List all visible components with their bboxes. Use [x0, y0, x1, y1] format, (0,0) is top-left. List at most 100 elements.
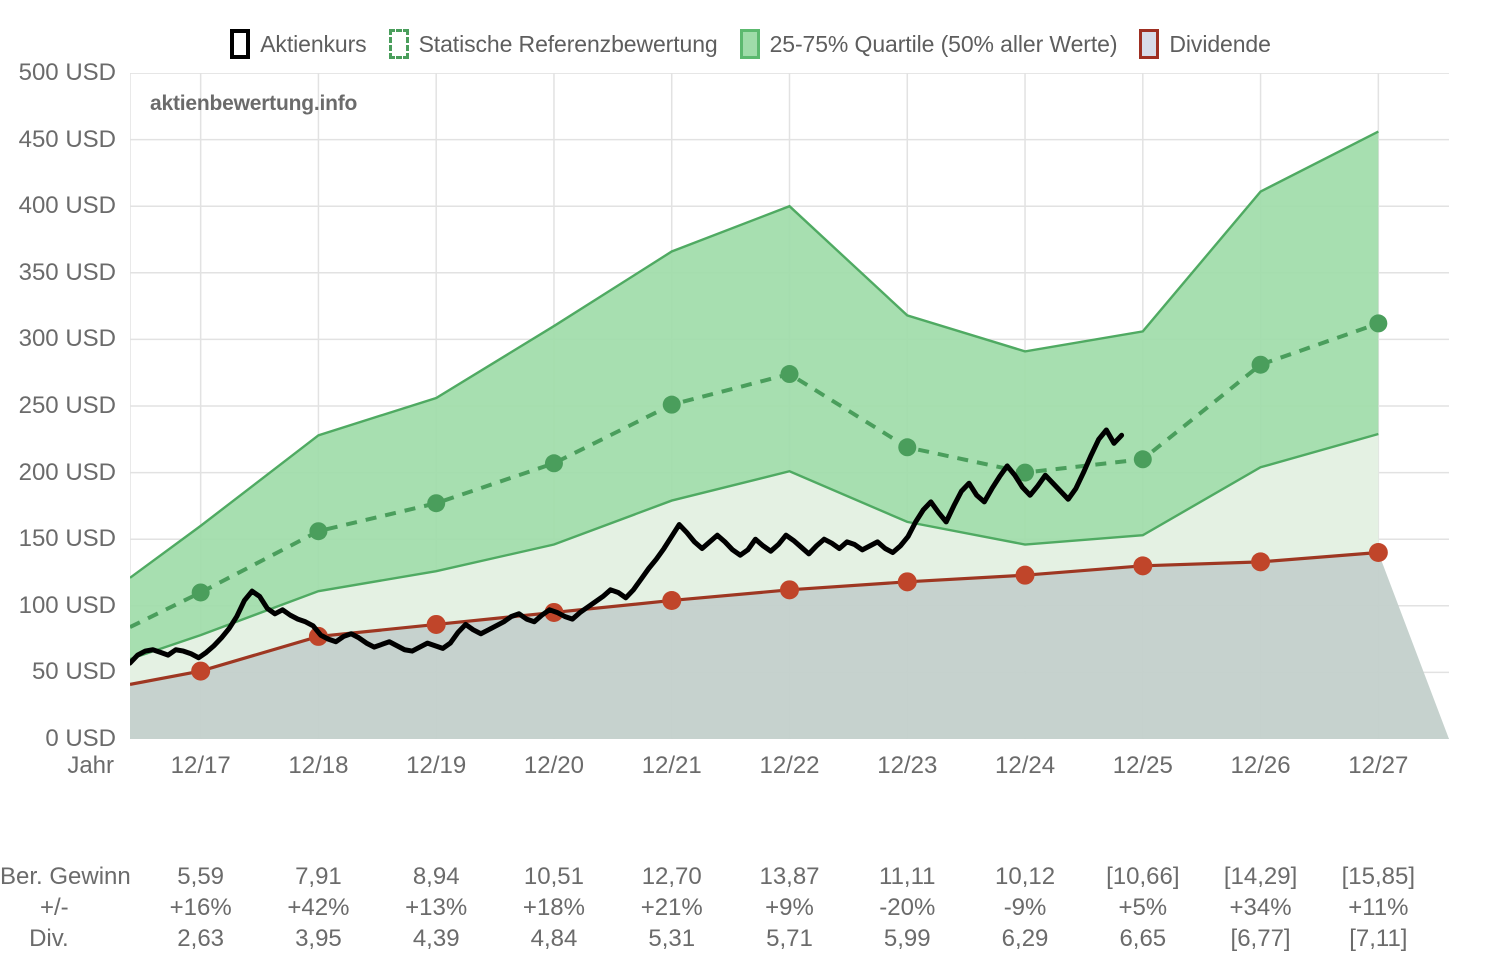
- y-axis-tick-label: 50 USD: [31, 658, 116, 686]
- legend-item-reference: Statische Referenzbewertung: [388, 29, 718, 59]
- table-cell: -9%: [1003, 894, 1047, 921]
- y-axis-tick-label: 0 USD: [45, 725, 116, 752]
- reference-line: [130, 321, 1380, 629]
- legend-label-dividend: Dividende: [1169, 30, 1271, 57]
- table-row-label: +/-: [39, 894, 69, 921]
- table-cell: 6,29: [1001, 925, 1049, 952]
- x-axis-tick-label: 12/26: [1230, 752, 1291, 779]
- x-axis-tick-label: 12/19: [406, 752, 467, 779]
- y-axis-tick-label: 100 USD: [18, 591, 116, 619]
- table-cell: +5%: [1118, 894, 1168, 921]
- table-row-change: +/- +16% +42% +13% +18% +21% +9% -20% -9% +5% +34%…: [0, 894, 1501, 925]
- chart-legend: Aktienkurs Statische Referenzbewertung 2…: [0, 22, 1501, 66]
- table-cell: 11,11: [879, 863, 936, 890]
- legend-label-reference: Statische Referenzbewertung: [418, 30, 718, 57]
- table-cell: 6,65: [1119, 925, 1167, 952]
- table-cell: +11%: [1348, 894, 1409, 921]
- x-axis-tick-label: 12/20: [523, 752, 584, 779]
- watermark-label: aktienbewertung.info: [150, 92, 358, 115]
- dividend-area: [130, 552, 1449, 739]
- x-axis-tick-label: 12/22: [759, 752, 820, 779]
- reference-point-marker: [191, 583, 210, 602]
- table-cell: +34%: [1229, 894, 1292, 921]
- dividend-point-marker: [426, 614, 446, 634]
- dividend-point-marker: [1251, 552, 1271, 572]
- data-table: Ber. Gewinn 5,59 7,91 8,94 10,51 12,70 13,87 11…: [0, 812, 1501, 956]
- quartile-upper-line: [130, 130, 1379, 579]
- x-axis-tick-label: 12/18: [288, 752, 349, 779]
- table-cell: 12,70: [641, 863, 702, 890]
- quartile-lower-line: [130, 432, 1379, 661]
- x-axis-tick-label: 12/24: [995, 752, 1056, 779]
- table-cell: +42%: [287, 894, 350, 921]
- legend-label-price: Aktienkurs: [260, 30, 367, 57]
- table-row-ber-gewinn: Ber. Gewinn 5,59 7,91 8,94 10,51 12,70 13,87 11…: [0, 863, 1501, 894]
- dividend-point-marker: [662, 590, 682, 610]
- table-cell: 8,94: [412, 863, 460, 890]
- reference-point-marker: [1369, 314, 1388, 333]
- y-axis-tick-label: 400 USD: [18, 192, 116, 220]
- square-filled-green-icon: [739, 29, 760, 59]
- reference-point-marker: [898, 438, 917, 457]
- x-axis-tick-label: 12/25: [1112, 752, 1173, 779]
- reference-point-marker: [427, 494, 446, 513]
- dividend-point-marker: [308, 626, 328, 646]
- square-outline-black-icon: [230, 29, 251, 59]
- table-cell: 10,51: [523, 863, 584, 890]
- x-axis: 12/17 12/18 12/19 12/20 12/21 12/22 12/23 12/24…: [0, 752, 1501, 794]
- y-axis-tick-label: 450 USD: [18, 125, 116, 153]
- reference-point-marker: [544, 454, 563, 473]
- table-cell: 2,63: [177, 925, 225, 952]
- dividend-point-marker: [897, 572, 917, 592]
- table-cell: 7,91: [295, 863, 342, 890]
- legend-item-dividend: Dividende: [1139, 29, 1271, 59]
- table-row-jahr: [0, 812, 1501, 843]
- table-row-label: Ber. Gewinn: [0, 863, 131, 890]
- table-cell: +21%: [640, 894, 703, 921]
- table-cell: +13%: [405, 894, 468, 921]
- table-cell: +18%: [522, 894, 585, 921]
- table-cell: 3,95: [295, 925, 342, 952]
- table-cell: 5,31: [648, 925, 696, 952]
- table-cell: 5,59: [177, 863, 225, 890]
- legend-label-quartile: 25-75% Quartile (50% aller Werte): [769, 30, 1118, 57]
- square-outline-red-icon: [1139, 29, 1160, 59]
- x-axis-tick-label: 12/27: [1348, 752, 1409, 779]
- reference-point-marker: [662, 395, 681, 414]
- table-cell: 4,39: [412, 925, 460, 952]
- table-cell: 5,71: [766, 925, 813, 952]
- table-cell: 13,87: [759, 863, 820, 890]
- y-axis-tick-label: 200 USD: [18, 458, 116, 486]
- square-dashed-green-icon: [388, 29, 409, 59]
- table-row-spacer: [0, 843, 1501, 863]
- reference-point-marker: [780, 365, 799, 384]
- y-axis-tick-label: 300 USD: [18, 325, 116, 353]
- table-cell: 4,84: [530, 925, 578, 952]
- dividend-point-marker: [1368, 543, 1388, 563]
- quartile-band-area: [130, 131, 1379, 660]
- table-cell: +9%: [765, 894, 814, 921]
- table-cell: [10,66]: [1106, 863, 1180, 890]
- dividend-point-marker: [1015, 565, 1035, 585]
- table-cell: +16%: [169, 894, 232, 921]
- legend-item-price: Aktienkurs: [230, 29, 367, 59]
- y-axis-tick-label: 350 USD: [18, 258, 116, 286]
- dividend-point-marker: [191, 661, 211, 681]
- y-axis-tick-label: 150 USD: [18, 525, 116, 553]
- table-cell: -20%: [879, 894, 936, 921]
- dividend-line: [130, 550, 1379, 686]
- table-cell: [6,77]: [1230, 925, 1291, 952]
- x-axis-row-label-jahr: Jahr: [67, 752, 114, 779]
- table-cell: 5,99: [883, 925, 931, 952]
- chart-plot-area: [130, 73, 1449, 739]
- dividend-point-marker: [1133, 556, 1153, 576]
- table-cell: 10,12: [995, 863, 1056, 890]
- reference-point-marker: [1016, 463, 1035, 482]
- reference-point-marker: [1133, 450, 1152, 469]
- y-axis-tick-label: 500 USD: [18, 59, 116, 86]
- stock-price-line: [130, 427, 1125, 666]
- dividend-point-marker: [780, 580, 799, 600]
- table-cell: [7,11]: [1349, 925, 1408, 952]
- y-axis: 0 USD 50 USD 100 USD 150 USD 200 USD 250 USD 3…: [0, 59, 124, 752]
- table-cell: [15,85]: [1341, 863, 1416, 890]
